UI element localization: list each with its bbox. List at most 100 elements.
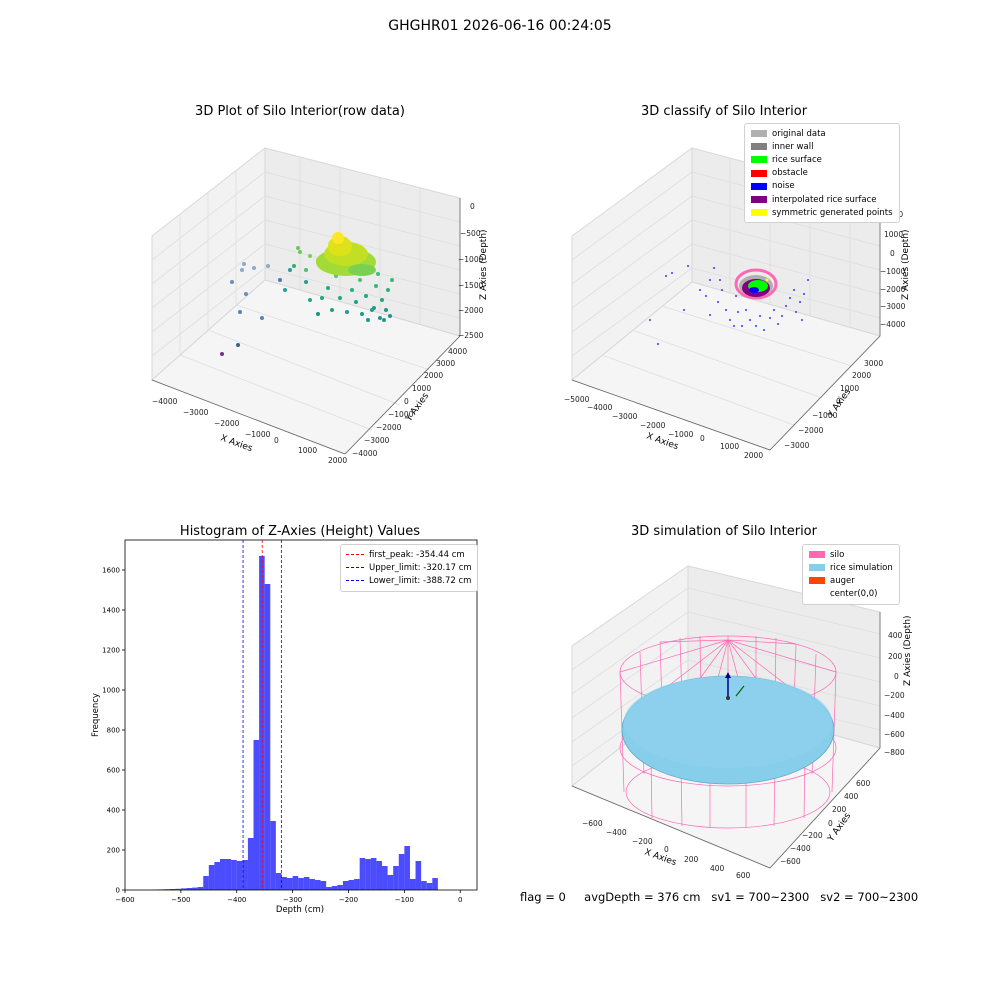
histogram-reference-lines xyxy=(242,540,282,890)
panel2-z-tick: 0 xyxy=(890,249,895,258)
histogram-bar xyxy=(404,846,410,890)
histogram-bar xyxy=(169,889,176,890)
panel4-y-tick: −200 xyxy=(802,831,823,840)
panel1-grid xyxy=(151,157,461,431)
panel2-grid xyxy=(571,158,881,426)
panel4-y-tick: 600 xyxy=(856,779,871,788)
status-footer: flag = 0 avgDepth = 376 cm sv1 = 700~230… xyxy=(520,890,918,904)
flag-text: flag = 0 xyxy=(520,890,566,904)
legend-label: first_peak: -354.44 cm xyxy=(369,549,465,560)
panel4-y-tick: −400 xyxy=(790,844,811,853)
histogram-bar xyxy=(393,866,399,890)
panel4-legend: silo rice simulation auger center(0,0) xyxy=(802,544,900,605)
panel2-y-tick: 3000 xyxy=(864,359,883,368)
legend-label: rice simulation xyxy=(830,562,893,573)
panel1-z-label: Z Axies (Depth) xyxy=(479,229,489,300)
panel2-y-tick: −1000 xyxy=(812,411,838,420)
panel1-y-tick: 4000 xyxy=(448,347,467,356)
histogram-bar xyxy=(253,740,260,890)
legend-line-marker xyxy=(346,554,364,556)
legend-swatch xyxy=(751,196,767,204)
panel4-y-tick: 400 xyxy=(844,792,859,801)
histogram-bar xyxy=(281,877,288,890)
legend-label: silo xyxy=(830,549,845,560)
histogram-bar xyxy=(342,881,349,890)
panel1-y-tick: −2000 xyxy=(376,423,402,432)
panel4-z-tick: −800 xyxy=(884,748,905,757)
panel4-x-ticks: −600 −400 −200 0 200 400 600 xyxy=(582,819,751,880)
histogram-bar xyxy=(175,888,181,890)
histogram-x-tick-label: −200 xyxy=(339,896,358,904)
panel2-y-ticks: −3000 −2000 −1000 0 1000 2000 3000 xyxy=(784,359,883,450)
panel2-x-tick: 2000 xyxy=(744,451,763,460)
legend-line-marker xyxy=(346,567,364,569)
histogram-y-tick-label: 600 xyxy=(107,767,120,775)
legend-item: silo xyxy=(809,548,893,561)
panel4-y-tick: 0 xyxy=(828,819,833,828)
panel4-x-label: X Axies xyxy=(643,847,678,868)
panel1-y-tick: 3000 xyxy=(436,359,455,368)
sv1-text: sv1 = 700~2300 xyxy=(711,890,810,904)
histogram-bar xyxy=(359,858,366,890)
panel1-z-tick: 0 xyxy=(470,202,475,211)
histogram-x-tick-label: 0 xyxy=(458,896,462,904)
histogram-bar xyxy=(236,861,243,890)
panel4-z-tick: −200 xyxy=(884,691,905,700)
panel2-z-tick: −4000 xyxy=(880,320,906,329)
panel4-title: 3D simulation of Silo Interior xyxy=(631,524,817,539)
legend-label: Lower_limit: -388.72 cm xyxy=(369,575,472,586)
panel4-x-tick: 0 xyxy=(664,845,669,854)
histogram-bar xyxy=(376,861,383,890)
histogram-bar xyxy=(398,854,405,890)
legend-item: obstacle xyxy=(751,167,893,180)
panel2-x-tick: −4000 xyxy=(587,403,613,412)
histogram-bar xyxy=(287,878,293,890)
panel4-z-tick: 200 xyxy=(888,652,903,661)
histogram-bar xyxy=(426,883,433,890)
legend-item: noise xyxy=(751,180,893,193)
panel2-x-ticks: −5000 −4000 −3000 −2000 −1000 0 1000 200… xyxy=(564,395,763,460)
legend-line-marker xyxy=(346,580,364,582)
panel1-title: 3D Plot of Silo Interior(row data) xyxy=(195,104,405,119)
avg-depth-text: avgDepth = 376 cm xyxy=(584,890,701,904)
histogram-bar xyxy=(203,876,209,890)
panel2-z-tick: 1000 xyxy=(884,230,903,239)
panel4-x-tick: −400 xyxy=(606,828,627,837)
histogram-bar xyxy=(298,878,304,890)
panel2-z-tick: −1000 xyxy=(880,267,906,276)
panel1-x-tick: 2000 xyxy=(328,456,347,465)
panel1-z-tick: −2500 xyxy=(458,331,484,340)
histogram-x-label: Depth (cm) xyxy=(276,905,324,915)
histogram-bar xyxy=(247,838,254,890)
histogram-x-tick-label: −100 xyxy=(395,896,414,904)
legend-label: original data xyxy=(772,128,826,139)
panel1-z-tick: −1000 xyxy=(458,255,484,264)
legend-swatch xyxy=(751,130,767,138)
histogram-bar xyxy=(292,876,299,890)
legend-label: obstacle xyxy=(772,168,808,179)
figure-suptitle: GHGHR01 2026-06-16 00:24:05 xyxy=(388,18,612,34)
panel2-title: 3D classify of Silo Interior xyxy=(640,104,808,119)
panel1-x-tick: −2000 xyxy=(214,419,240,428)
legend-swatch xyxy=(809,564,825,572)
legend-item: inner wall xyxy=(751,140,893,153)
histogram-axes: −600 −500 −400 −300 −200 −100 0 0 200 400 600 800 10… xyxy=(102,539,478,904)
panel4-z-tick: 0 xyxy=(894,672,899,681)
histogram-bar xyxy=(164,889,170,890)
legend-item: original data xyxy=(751,127,893,140)
histogram-y-tick-label: 1200 xyxy=(102,647,120,655)
panel4-z-label: Z Axies (Depth) xyxy=(903,615,913,686)
legend-item: Upper_limit: -320.17 cm xyxy=(346,561,472,574)
legend-item: rice surface xyxy=(751,153,893,166)
histogram-bar xyxy=(337,885,343,890)
legend-swatch xyxy=(751,209,767,217)
panel4-z-tick: 400 xyxy=(888,631,903,640)
panel2-surface-cluster xyxy=(734,268,778,300)
panel2-y-tick: 1000 xyxy=(840,384,859,393)
histogram-bar xyxy=(192,887,198,890)
histogram-bar xyxy=(219,859,226,890)
panel3-title: Histogram of Z-Axies (Height) Values xyxy=(179,524,421,539)
histogram-y-tick-label: 0 xyxy=(116,887,120,895)
histogram-bar xyxy=(309,879,315,890)
panel4-y-ticks: −600 −400 −200 0 200 400 600 xyxy=(780,779,871,866)
